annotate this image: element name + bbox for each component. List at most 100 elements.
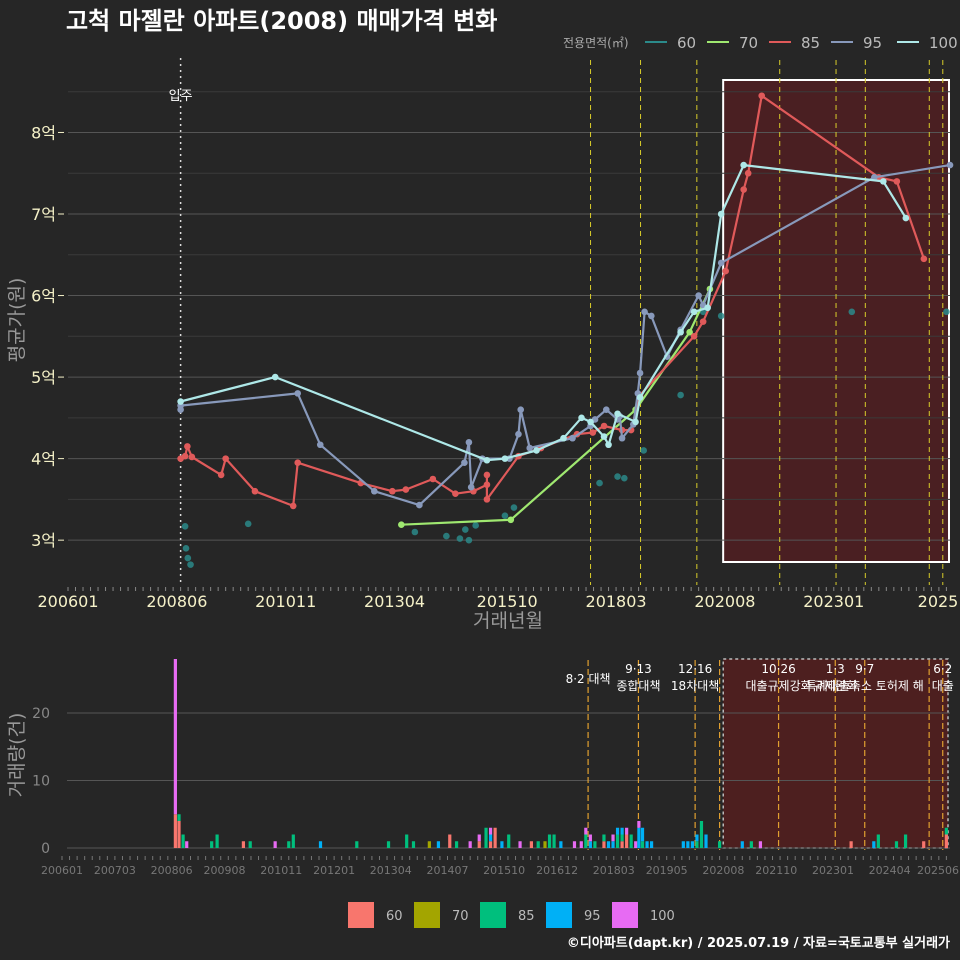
data-point-85 [722,267,729,275]
x-tick-label: 201304 [364,592,425,611]
policy-label-line: 18차대책 [671,678,719,693]
policy-label-line: 12·16 [678,662,712,676]
data-point-100 [560,434,567,442]
policy-label-6: 9·7 특례대출축소 토허제 해 [806,662,924,693]
policy-label-2: 12·16 18차대책 [671,662,719,693]
data-point-60 [848,308,856,316]
data-point-85 [402,486,410,493]
data-point-85 [483,471,491,479]
volume-legend-key-85 [480,902,506,928]
volume-bar-95 [436,841,441,848]
volume-legend-key-100 [612,902,638,928]
data-point-95 [871,174,878,181]
volume-bar-60 [477,841,481,848]
volume-legend-label-95: 95 [584,909,601,924]
volume-bar-85 [944,827,948,835]
data-point-95 [946,161,954,169]
volume-bar-100 [468,841,472,848]
volume-bar-60 [173,814,177,848]
volume-bar-85 [507,834,511,848]
policy-label-line: 대출규제강화 [745,679,811,693]
data-point-95 [316,441,324,449]
legend-label-85: 85 [801,34,820,52]
volume-x-tick-label: 201612 [536,864,578,877]
data-point-85 [289,502,297,510]
volume-legend-label-70: 70 [452,909,469,924]
data-point-95 [618,434,626,442]
legend-label-100: 100 [929,34,958,52]
volume-x-tick-label: 202404 [869,864,911,877]
volume-bar-85 [695,841,699,848]
data-point-85 [251,487,259,495]
volume-bar-100 [173,659,177,815]
volume-x-tick-label: 200601 [41,864,83,877]
data-point-85 [483,481,491,489]
volume-bar-95 [681,841,685,848]
volume-bar-85 [215,834,219,848]
volume-bar-95 [615,827,620,835]
volume-bar-100 [634,841,638,848]
x-tick-label: 201803 [586,592,647,611]
data-point-85 [188,453,196,461]
volume-bar-85 [484,827,488,848]
volume-legend-label-85: 85 [518,909,535,924]
data-point-60 [717,312,725,320]
volume-bar-85 [386,841,391,848]
volume-bar-95 [686,841,690,848]
data-point-60 [182,545,190,552]
volume-bar-85 [584,834,588,848]
volume-bar-85 [177,814,181,821]
volume-bar-100 [637,821,641,828]
data-point-95 [636,369,644,377]
x-tick-label: 201510 [477,592,538,611]
data-point-60 [472,522,479,529]
volume-bar-85 [749,841,753,848]
volume-bar-100 [588,834,592,842]
volume-y-tick-label: 10 [32,774,50,790]
data-point-60 [187,561,194,568]
policy-label-line: 6·2 [933,662,952,676]
data-point-60 [640,447,647,454]
data-point-100 [690,308,698,316]
policy-label-line: 1·3 [826,662,845,676]
volume-bar-95 [649,841,654,848]
policy-label-line: 9·13 [625,662,652,676]
data-point-100 [271,373,279,381]
volume-bar-85 [640,841,645,848]
volume-bar-60 [488,841,493,848]
policy-label-line: 종합대책 [616,678,660,693]
volume-y-axis-title: 거래량(건) [6,713,28,798]
volume-panel: 0 10 20 8·2 대책 9·13 종합대책 12·16 18차대책 10·26 대출규제강화… [6,658,959,877]
volume-bar-85 [903,834,908,848]
data-point-85 [893,178,901,185]
data-point-95 [371,487,378,495]
volume-x-tick-label: 202008 [702,864,744,877]
volume-bar-60 [448,834,452,848]
y-tick-label: 4억 [31,450,56,469]
data-point-100 [636,394,644,401]
data-point-85 [184,443,191,450]
volume-bar-60 [849,841,853,848]
volume-bar-100 [572,841,577,848]
volume-bar-85 [210,841,214,848]
volume-bar-95 [872,841,876,848]
volume-bar-60 [493,827,497,848]
volume-bar-85 [552,834,556,848]
data-point-70 [507,516,515,524]
volume-bar-85 [894,841,899,848]
data-point-95 [602,406,610,413]
volume-bar-95 [488,834,493,842]
chart-title: 고척 마젤란 아파트(2008) 매매가격 변화 [66,7,497,35]
volume-bar-60 [529,841,533,848]
data-point-60 [677,391,684,399]
volume-bar-70 [543,841,547,848]
volume-bar-85 [248,841,252,848]
data-point-85 [744,169,752,177]
volume-bar-60 [620,841,624,848]
data-point-60 [443,532,450,540]
volume-bar-70 [427,841,431,848]
volume-bar-95 [606,841,611,848]
volume-bar-95 [620,827,624,835]
volume-bar-85 [615,834,620,848]
